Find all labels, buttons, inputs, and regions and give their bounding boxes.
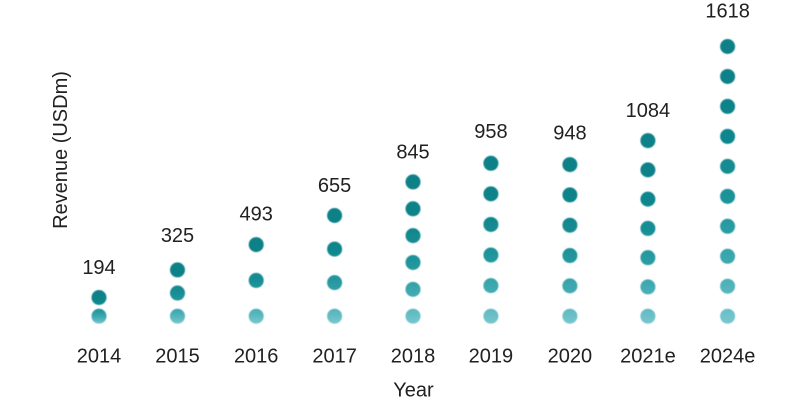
dot xyxy=(720,308,736,324)
value-label-2021e: 1084 xyxy=(626,100,671,122)
dot xyxy=(483,186,499,202)
dot xyxy=(248,237,264,253)
dot xyxy=(405,308,421,324)
dot xyxy=(170,262,185,278)
value-label-2016: 493 xyxy=(240,203,273,225)
dot-column-2018 xyxy=(405,174,421,324)
dot-column-2021e xyxy=(640,133,656,324)
x-tick-label-2014: 2014 xyxy=(77,346,122,368)
dot-column-2016 xyxy=(248,237,264,324)
dot xyxy=(562,217,578,233)
dot xyxy=(562,157,578,173)
dot xyxy=(170,285,185,301)
dot xyxy=(327,308,343,324)
value-label-2020: 948 xyxy=(553,123,586,145)
dot xyxy=(91,308,107,324)
dot xyxy=(720,68,736,84)
dot xyxy=(640,308,656,324)
dot xyxy=(720,218,736,234)
dots-layer xyxy=(91,39,736,324)
x-tick-label-2020: 2020 xyxy=(548,346,593,368)
dot xyxy=(483,278,499,294)
dot xyxy=(170,308,185,324)
x-tick-label-2021e: 2021e xyxy=(620,346,676,368)
dot xyxy=(327,241,343,257)
dot xyxy=(720,98,736,114)
dot xyxy=(405,281,421,297)
dot xyxy=(483,247,499,263)
dot xyxy=(562,187,578,203)
labels-layer: 194 2014 325 2015 493 2016 655 2017 845 2018 958 20… xyxy=(50,1,755,402)
value-label-2017: 655 xyxy=(318,175,351,197)
dot-column-2017 xyxy=(327,208,343,324)
dot xyxy=(640,220,656,236)
dot xyxy=(405,254,421,270)
value-label-2018: 845 xyxy=(396,141,429,163)
dot xyxy=(483,216,499,232)
dot xyxy=(562,248,578,264)
dot xyxy=(562,278,578,294)
dot xyxy=(248,272,264,288)
dot xyxy=(327,208,343,223)
x-tick-label-2017: 2017 xyxy=(312,346,357,368)
dot-column-2014 xyxy=(91,290,107,324)
dot xyxy=(91,290,107,305)
x-tick-label-2016: 2016 xyxy=(234,346,279,368)
dot xyxy=(640,250,656,266)
dot xyxy=(640,191,656,207)
dot xyxy=(562,308,578,324)
value-label-2014: 194 xyxy=(82,257,115,279)
y-axis-title: Revenue (USDm) xyxy=(50,71,72,229)
dot-column-2015 xyxy=(170,262,185,324)
dot xyxy=(327,275,343,291)
dot xyxy=(483,155,499,171)
dot xyxy=(720,158,736,174)
dot xyxy=(640,162,656,178)
x-tick-label-2015: 2015 xyxy=(155,346,200,368)
dot-column-2019 xyxy=(483,155,499,324)
dot xyxy=(405,228,421,244)
dot xyxy=(720,39,736,54)
dot xyxy=(640,279,656,295)
x-axis-title: Year xyxy=(393,380,434,402)
dot xyxy=(483,308,499,324)
x-tick-label-2019: 2019 xyxy=(469,346,514,368)
dot xyxy=(720,188,736,204)
dot-column-2024e xyxy=(720,39,736,324)
dot xyxy=(405,174,421,190)
dot xyxy=(720,128,736,144)
dot xyxy=(720,278,736,294)
dot xyxy=(405,201,421,217)
x-tick-label-2024e: 2024e xyxy=(700,346,756,368)
dot xyxy=(720,248,736,264)
dot xyxy=(640,133,656,149)
value-label-2019: 958 xyxy=(474,121,507,143)
x-tick-label-2018: 2018 xyxy=(391,346,436,368)
value-label-2015: 325 xyxy=(161,225,194,247)
dot xyxy=(248,308,264,324)
value-label-2024e: 1618 xyxy=(705,1,750,23)
dot-column-2020 xyxy=(562,157,578,324)
